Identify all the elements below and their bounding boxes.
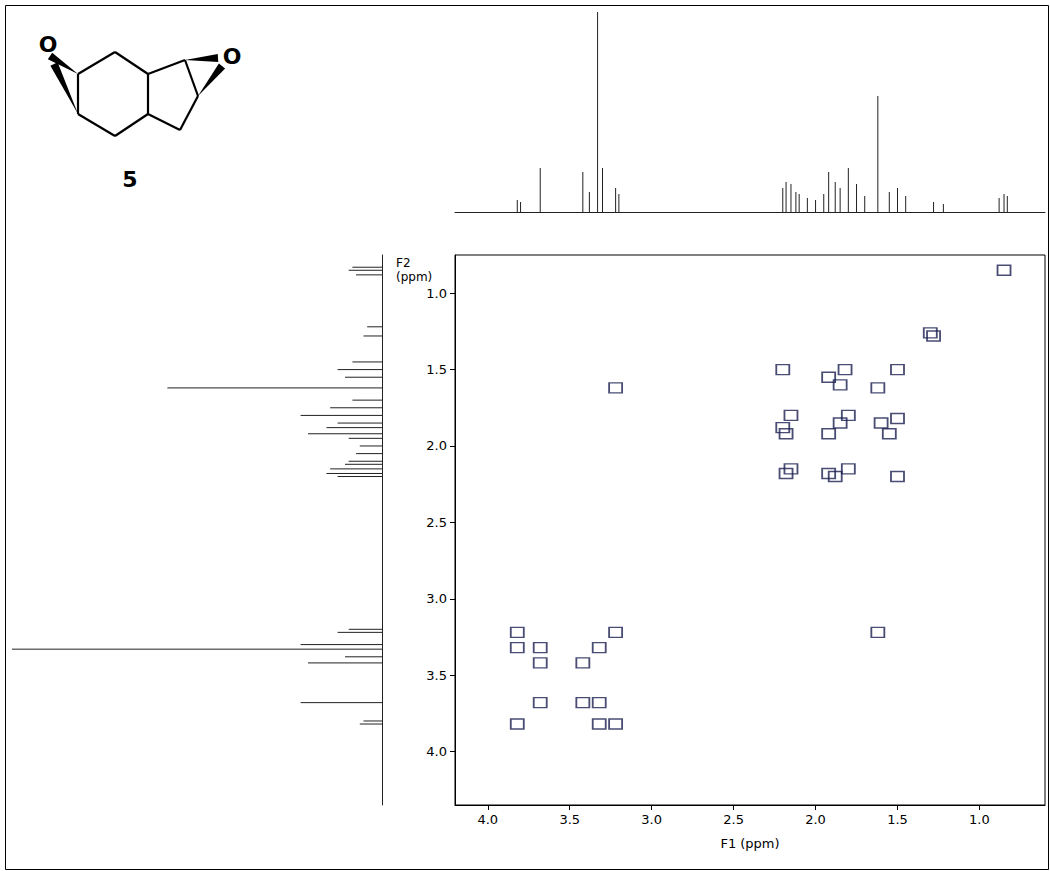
svg-text:O: O [223, 44, 242, 69]
svg-text:3.5: 3.5 [559, 812, 580, 827]
svg-text:2.5: 2.5 [426, 515, 447, 530]
svg-text:F1 (ppm): F1 (ppm) [720, 836, 779, 851]
svg-text:2.0: 2.0 [426, 438, 447, 453]
svg-text:1.5: 1.5 [426, 362, 447, 377]
svg-text:F2: F2 [396, 256, 411, 270]
svg-text:4.0: 4.0 [477, 812, 498, 827]
svg-text:2.5: 2.5 [723, 812, 744, 827]
svg-text:1.0: 1.0 [969, 812, 990, 827]
svg-text:4.0: 4.0 [426, 744, 447, 759]
svg-text:3.0: 3.0 [641, 812, 662, 827]
svg-text:1.0: 1.0 [426, 286, 447, 301]
svg-text:O: O [39, 32, 58, 57]
svg-text:2.0: 2.0 [805, 812, 826, 827]
svg-text:5: 5 [122, 167, 137, 192]
svg-text:3.5: 3.5 [426, 668, 447, 683]
svg-text:1.5: 1.5 [887, 812, 908, 827]
svg-text:(ppm): (ppm) [396, 270, 432, 284]
svg-text:3.0: 3.0 [426, 591, 447, 606]
